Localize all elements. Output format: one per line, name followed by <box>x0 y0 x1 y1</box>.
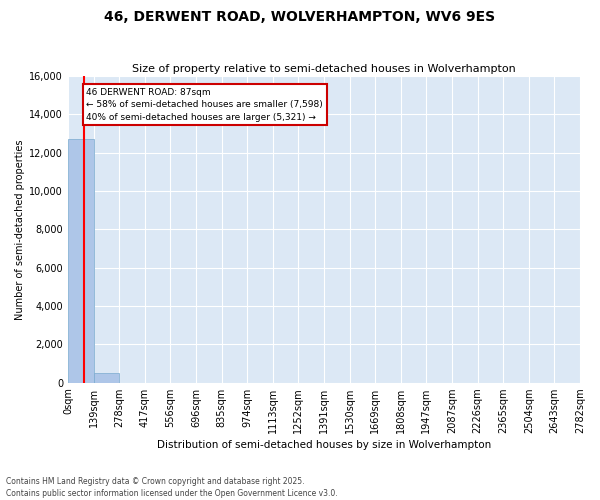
Text: 46, DERWENT ROAD, WOLVERHAMPTON, WV6 9ES: 46, DERWENT ROAD, WOLVERHAMPTON, WV6 9ES <box>104 10 496 24</box>
Y-axis label: Number of semi-detached properties: Number of semi-detached properties <box>15 139 25 320</box>
Text: 46 DERWENT ROAD: 87sqm
← 58% of semi-detached houses are smaller (7,598)
40% of : 46 DERWENT ROAD: 87sqm ← 58% of semi-det… <box>86 88 323 122</box>
Text: Contains HM Land Registry data © Crown copyright and database right 2025.
Contai: Contains HM Land Registry data © Crown c… <box>6 476 338 498</box>
Bar <box>68 140 94 382</box>
Title: Size of property relative to semi-detached houses in Wolverhampton: Size of property relative to semi-detach… <box>132 64 516 74</box>
X-axis label: Distribution of semi-detached houses by size in Wolverhampton: Distribution of semi-detached houses by … <box>157 440 491 450</box>
Bar <box>94 373 119 382</box>
